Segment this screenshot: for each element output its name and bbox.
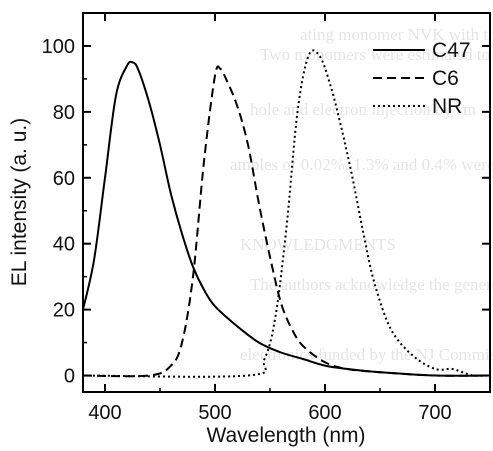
- x-axis-label: Wavelength (nm): [206, 424, 365, 447]
- y-tick-label-20: 20: [53, 300, 75, 322]
- y-tick-label-0: 0: [64, 366, 75, 388]
- series-c6-line: [82, 65, 491, 378]
- legend: C47 C6 NR: [373, 39, 471, 118]
- y-tick-label-40: 40: [53, 234, 75, 256]
- x-tick-label-500: 500: [198, 402, 231, 424]
- svg-text:ating monomer NVK with the ele: ating monomer NVK with the electron-w: [300, 25, 493, 44]
- x-tick-label-700: 700: [418, 402, 451, 424]
- x-tick-label-600: 600: [308, 402, 341, 424]
- legend-label-c6: C6: [432, 67, 459, 90]
- svg-text:KNOWLEDGMENTS: KNOWLEDGMENTS: [240, 235, 396, 254]
- svg-text:The authors acknowledge the ge: The authors acknowledge the generous fin…: [250, 275, 493, 294]
- series-c47-line: [82, 60, 491, 377]
- svg-text:electronics funded by the NJ C: electronics funded by the NJ Commission: [240, 345, 493, 364]
- y-tick-label-80: 80: [53, 102, 75, 124]
- svg-text:hole and electron injection by: hole and electron injection by sm: [250, 100, 476, 119]
- legend-label-nr: NR: [432, 95, 462, 118]
- svg-text:Two monomers were estimated to: Two monomers were estimated to be: [260, 45, 493, 64]
- y-axis-label: EL intensity (a. u.): [8, 118, 31, 286]
- series-layer: [82, 49, 491, 378]
- y-axis: 0 20 40 60 80 100: [42, 36, 490, 388]
- legend-label-c47: C47: [432, 39, 471, 62]
- series-nr-line: [82, 49, 491, 378]
- plot-frame: [82, 12, 491, 393]
- x-axis: 400 500 600 700: [88, 13, 452, 424]
- svg-text:amples of 0.02%, 1.3% and 0.4%: amples of 0.02%, 1.3% and 0.4% were: [230, 155, 493, 174]
- x-tick-label-400: 400: [88, 402, 121, 424]
- y-tick-label-60: 60: [53, 168, 75, 190]
- y-tick-label-100: 100: [42, 36, 75, 58]
